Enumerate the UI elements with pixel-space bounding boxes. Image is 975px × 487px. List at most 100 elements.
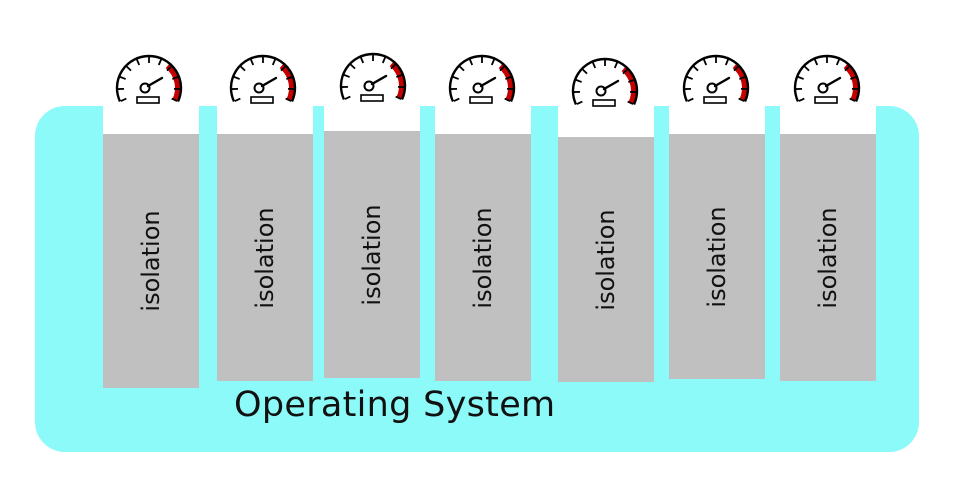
gauge-needle xyxy=(824,76,842,88)
gauge-tick xyxy=(469,59,474,66)
gauge-needle xyxy=(602,79,620,91)
gauge-odometer xyxy=(814,96,838,104)
gauge-needle xyxy=(260,76,278,88)
gauge-tick xyxy=(381,57,386,64)
gauge-tick xyxy=(286,76,293,80)
gauge-tick xyxy=(693,65,699,72)
gauge-ring xyxy=(448,54,516,103)
gauge-hub xyxy=(817,82,829,94)
isolation-label: isolation xyxy=(592,208,620,311)
gauge-hub xyxy=(363,80,375,92)
gauge-tick xyxy=(157,59,162,66)
container-2: isolation xyxy=(217,100,313,381)
isolation-label: isolation xyxy=(137,210,165,312)
container-4: isolation xyxy=(435,100,531,381)
gauge-tick xyxy=(280,65,286,72)
container-top-notch xyxy=(217,100,313,134)
speedometer-icon xyxy=(443,52,521,112)
gauge-ring xyxy=(571,57,639,106)
gauge-tick xyxy=(343,74,350,78)
gauge-tick xyxy=(733,65,739,72)
isolation-block: isolation xyxy=(324,131,420,378)
gauge-tick xyxy=(686,76,693,80)
gauge-hub xyxy=(706,82,718,94)
gauge-tick xyxy=(627,100,634,105)
gauge-tick xyxy=(490,59,495,66)
gauge-tick xyxy=(505,76,512,80)
gauge-needle xyxy=(713,76,731,88)
isolation-block: isolation xyxy=(217,134,313,381)
container-1: isolation xyxy=(103,100,199,388)
gauge-tick xyxy=(350,63,356,70)
gauge-tick xyxy=(459,65,465,72)
gauge-tick xyxy=(171,97,178,102)
gauge-tick xyxy=(136,59,141,66)
isolation-block: isolation xyxy=(435,134,531,381)
gauge-needle xyxy=(146,76,164,88)
gauge-tick xyxy=(119,76,126,80)
isolation-label: isolation xyxy=(814,206,842,309)
gauge-tick xyxy=(453,97,460,102)
container-top-notch xyxy=(435,100,531,134)
container-top-notch xyxy=(324,98,420,131)
gauge-tick xyxy=(390,63,396,70)
container-3: isolation xyxy=(324,98,420,378)
gauge-hub xyxy=(139,82,151,94)
gauge-ring xyxy=(115,54,183,103)
container-6: isolation xyxy=(669,100,765,379)
gauge-tick xyxy=(126,65,132,72)
container-5: isolation xyxy=(558,103,654,382)
speedometer-icon xyxy=(677,52,755,112)
gauge-tick xyxy=(576,100,583,105)
speedometer-icon xyxy=(110,52,188,112)
gauge-tick xyxy=(804,65,810,72)
gauge-tick xyxy=(344,95,351,100)
gauge-ring xyxy=(339,52,407,101)
speedometer-icon xyxy=(334,50,412,110)
gauge-ring xyxy=(682,54,750,103)
gauge-tick xyxy=(703,59,708,66)
gauge-tick xyxy=(234,97,241,102)
gauge-tick xyxy=(452,76,459,80)
isolation-label: isolation xyxy=(358,203,386,306)
gauge-odometer xyxy=(136,96,160,104)
speedometer-icon xyxy=(788,52,866,112)
gauge-tick xyxy=(849,97,856,102)
gauge-tick xyxy=(798,97,805,102)
gauge-tick xyxy=(724,59,729,66)
gauge-tick xyxy=(850,76,857,80)
gauge-tick xyxy=(250,59,255,66)
gauge-tick xyxy=(844,65,850,72)
gauge-tick xyxy=(575,79,582,83)
container-top-notch xyxy=(103,100,199,134)
gauge-odometer xyxy=(250,96,274,104)
gauge-odometer xyxy=(360,94,384,102)
gauge-needle xyxy=(370,74,388,86)
gauge-tick xyxy=(628,79,635,83)
gauge-tick xyxy=(166,65,172,72)
isolation-block: isolation xyxy=(558,137,654,382)
gauge-ring xyxy=(229,54,297,103)
speedometer-icon xyxy=(224,52,302,112)
isolation-label: isolation xyxy=(469,206,497,309)
isolation-block: isolation xyxy=(103,134,199,388)
gauge-tick xyxy=(499,65,505,72)
gauge-odometer xyxy=(469,96,493,104)
container-top-notch xyxy=(558,103,654,137)
gauge-tick xyxy=(738,97,745,102)
gauge-tick xyxy=(739,76,746,80)
operating-system-label: Operating System xyxy=(234,385,556,425)
container-top-notch xyxy=(780,100,876,134)
isolation-label: isolation xyxy=(251,206,279,309)
gauge-odometer xyxy=(703,96,727,104)
gauge-tick xyxy=(582,68,588,75)
gauge-tick xyxy=(613,62,618,69)
gauge-tick xyxy=(120,97,127,102)
gauge-ring xyxy=(793,54,861,103)
gauge-needle xyxy=(479,76,497,88)
gauge-hub xyxy=(472,82,484,94)
gauge-tick xyxy=(360,57,365,64)
gauge-tick xyxy=(814,59,819,66)
gauge-tick xyxy=(687,97,694,102)
container-7: isolation xyxy=(780,100,876,381)
